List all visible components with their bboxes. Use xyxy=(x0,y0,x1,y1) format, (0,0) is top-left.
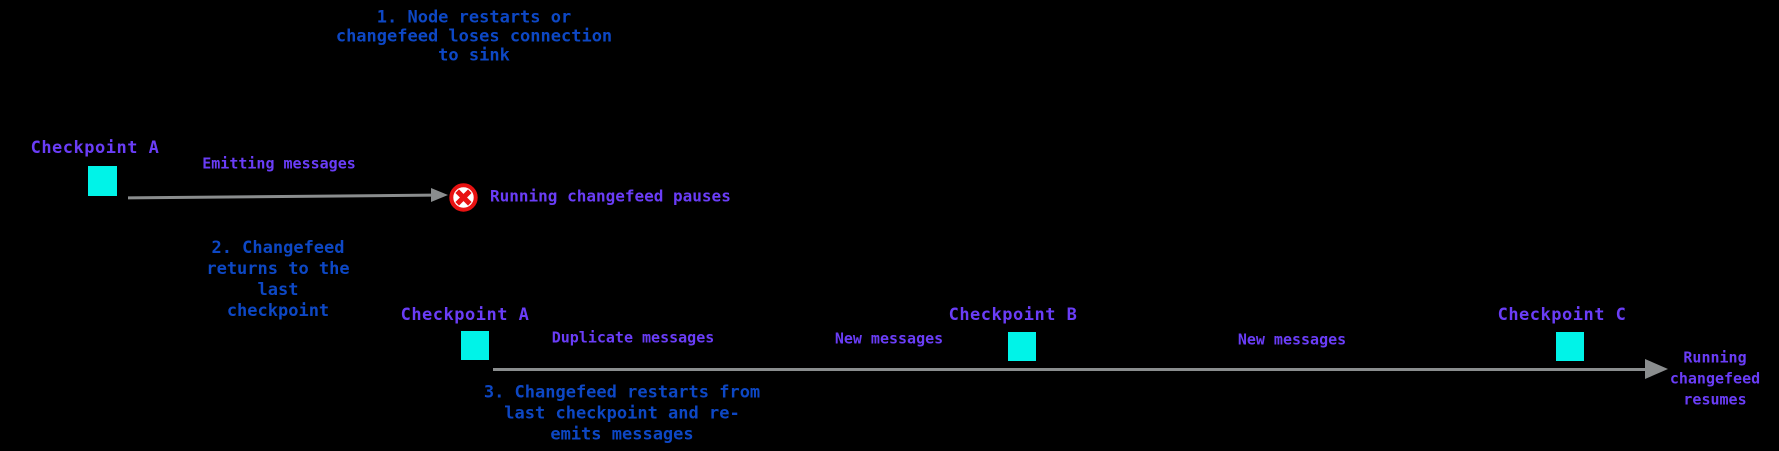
checkpoint-a-label-timeline2: Checkpoint A xyxy=(400,304,530,325)
new-messages-2-label: New messages xyxy=(1237,330,1347,349)
timeline2-arrow-shaft xyxy=(493,368,1645,371)
circle-x-icon xyxy=(449,183,478,212)
note-step3-restarts-from-checkpoint: 3. Changefeed restarts from last checkpo… xyxy=(483,382,761,445)
timeline1-arrowhead xyxy=(431,188,448,202)
note-step2-returns-to-checkpoint: 2. Changefeed returns to the last checkp… xyxy=(206,238,350,321)
running-changefeed-resumes-label: Running changefeed resumes xyxy=(1669,348,1761,409)
checkpoint-b-label: Checkpoint B xyxy=(948,304,1078,325)
checkpoint-c-label: Checkpoint C xyxy=(1497,304,1627,325)
note-step1-node-restarts: 1. Node restarts or changefeed loses con… xyxy=(335,7,613,66)
new-messages-1-label: New messages xyxy=(834,329,944,348)
checkpoint-a-marker-timeline2 xyxy=(461,331,489,360)
emitting-messages-label: Emitting messages xyxy=(202,154,356,173)
checkpoint-a-marker-timeline1 xyxy=(88,166,117,196)
running-changefeed-pauses-label: Running changefeed pauses xyxy=(490,186,731,206)
checkpoint-a-label-timeline1: Checkpoint A xyxy=(30,137,160,158)
timeline1-arrow-shaft xyxy=(127,193,432,200)
timeline2-arrowhead xyxy=(1645,359,1668,379)
duplicate-messages-label: Duplicate messages xyxy=(551,328,715,347)
checkpoint-b-marker xyxy=(1008,332,1036,361)
checkpoint-c-marker xyxy=(1556,332,1584,361)
